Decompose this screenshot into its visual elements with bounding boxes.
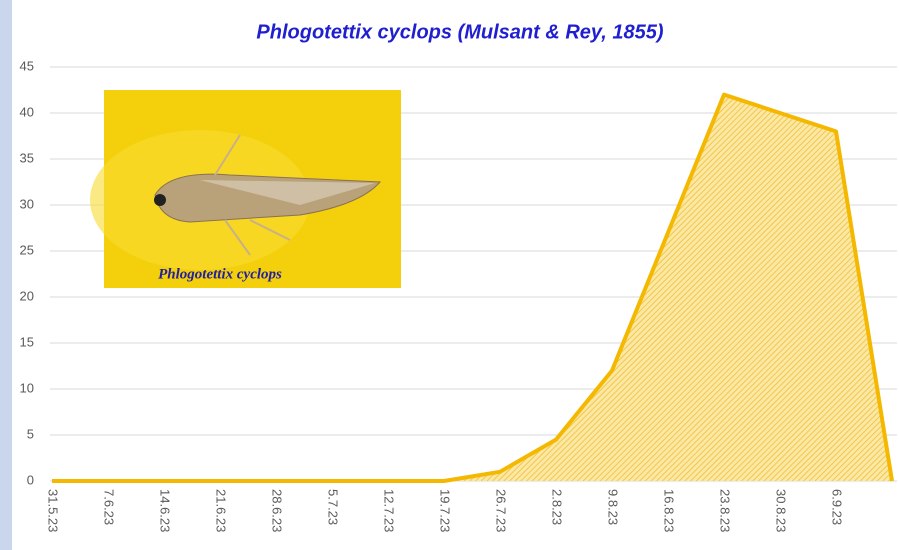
x-tick-label: 7.6.23 bbox=[102, 489, 117, 525]
insect-eye bbox=[154, 194, 166, 206]
y-tick-label: 35 bbox=[20, 150, 34, 165]
x-tick-label: 21.6.23 bbox=[214, 489, 229, 532]
y-tick-label: 40 bbox=[20, 104, 34, 119]
y-tick-label: 5 bbox=[27, 426, 34, 441]
y-tick-label: 15 bbox=[20, 334, 34, 349]
x-tick-label: 12.7.23 bbox=[382, 489, 397, 532]
x-tick-label: 2.8.23 bbox=[550, 489, 565, 525]
photo-caption: Phlogotettix cyclops bbox=[158, 266, 282, 282]
x-tick-label: 14.6.23 bbox=[158, 489, 173, 532]
inset-photo: Phlogotettix cyclops bbox=[90, 90, 401, 288]
x-tick-label: 6.9.23 bbox=[830, 489, 845, 525]
y-tick-label: 10 bbox=[20, 380, 34, 395]
x-tick-label: 28.6.23 bbox=[270, 489, 285, 532]
y-tick-label: 30 bbox=[20, 196, 34, 211]
chart: Phlogotettix cyclops (Mulsant & Rey, 185… bbox=[0, 0, 899, 550]
y-tick-label: 20 bbox=[20, 288, 34, 303]
y-tick-label: 45 bbox=[20, 58, 34, 73]
x-tick-label: 19.7.23 bbox=[438, 489, 453, 532]
x-tick-label: 5.7.23 bbox=[326, 489, 341, 525]
x-tick-label: 31.5.23 bbox=[46, 489, 61, 532]
x-tick-label: 16.8.23 bbox=[662, 489, 677, 532]
chart-title: Phlogotettix cyclops (Mulsant & Rey, 185… bbox=[256, 21, 663, 43]
y-tick-label: 0 bbox=[27, 472, 34, 487]
x-tick-label: 23.8.23 bbox=[718, 489, 733, 532]
x-tick-label: 30.8.23 bbox=[774, 489, 789, 532]
x-tick-label: 26.7.23 bbox=[494, 489, 509, 532]
y-tick-label: 25 bbox=[20, 242, 34, 257]
x-tick-label: 9.8.23 bbox=[606, 489, 621, 525]
